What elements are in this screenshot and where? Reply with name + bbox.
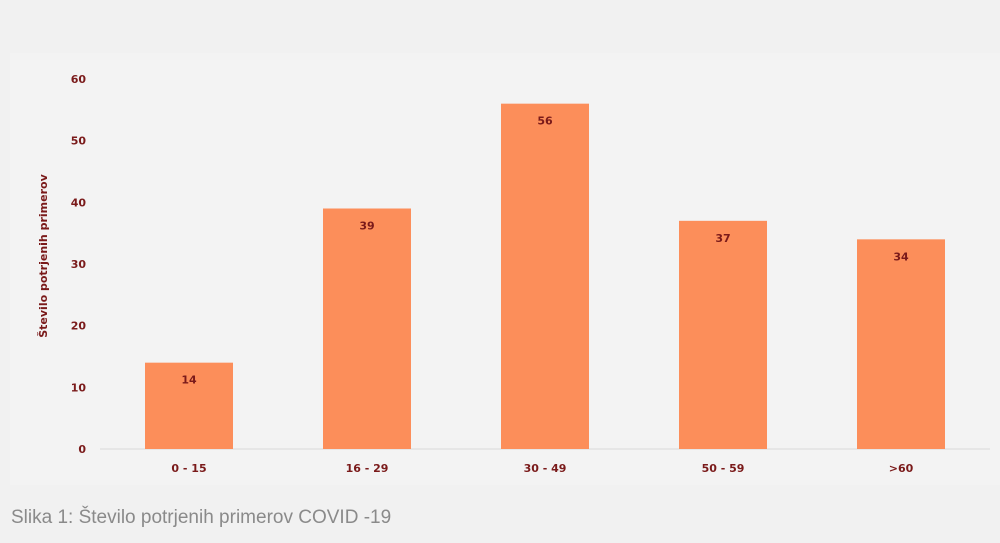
y-tick-label: 40 bbox=[71, 196, 87, 209]
bar bbox=[501, 103, 589, 449]
x-tick-label: 0 - 15 bbox=[171, 462, 206, 475]
chart-panel: Število potrjenih primerov 0 10 20 30 40 50 60… bbox=[10, 53, 1000, 485]
y-tick-label: 0 bbox=[78, 443, 86, 456]
y-tick-label: 30 bbox=[71, 258, 87, 271]
figure-caption: Slika 1: Število potrjenih primerov COVI… bbox=[11, 507, 392, 528]
y-tick-label: 10 bbox=[71, 381, 87, 394]
bar bbox=[679, 220, 767, 449]
data-label: 39 bbox=[359, 220, 374, 233]
data-label: 34 bbox=[893, 250, 909, 263]
y-axis-label: Število potrjenih primerov bbox=[37, 173, 50, 337]
bar bbox=[857, 239, 945, 449]
x-tick-label: 30 - 49 bbox=[524, 462, 567, 475]
bar-chart: Število potrjenih primerov 0 10 20 30 40 50 60… bbox=[37, 73, 990, 475]
data-label: 37 bbox=[715, 232, 730, 245]
data-label: 14 bbox=[181, 374, 197, 387]
data-label: 56 bbox=[537, 115, 553, 128]
bar bbox=[145, 362, 233, 449]
bar bbox=[323, 208, 411, 449]
y-tick-label: 20 bbox=[71, 320, 87, 333]
y-tick-label: 50 bbox=[71, 135, 87, 148]
y-tick-label: 60 bbox=[71, 73, 87, 86]
x-tick-label: >60 bbox=[889, 462, 914, 475]
x-tick-label: 50 - 59 bbox=[702, 462, 745, 475]
x-tick-label: 16 - 29 bbox=[346, 462, 389, 475]
